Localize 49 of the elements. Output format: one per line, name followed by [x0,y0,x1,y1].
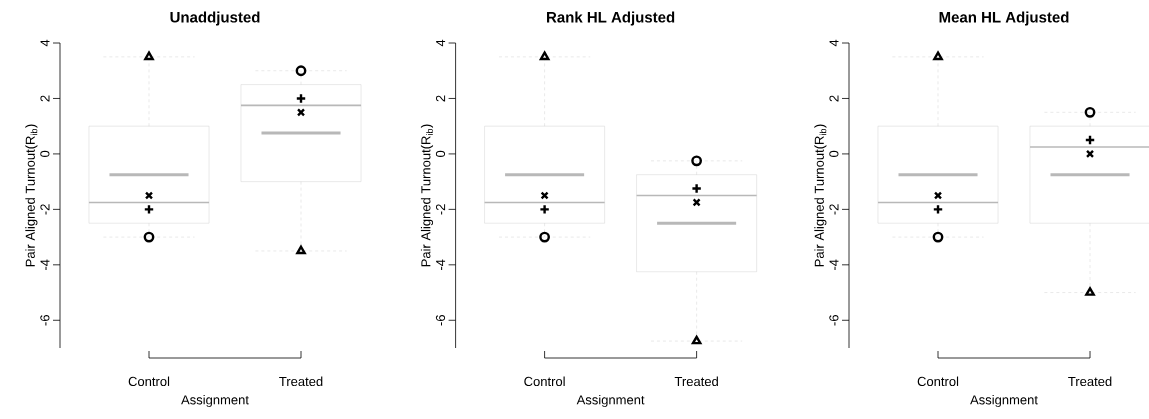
point [143,231,155,243]
y-tick-label: 4 [829,39,839,47]
y-tick-label: 4 [40,39,50,47]
y-axis-title: Pair Aligned Turnout(R$_{ib}$) [420,124,434,267]
point [1084,106,1096,118]
x-tick-label: Treated [1068,376,1112,387]
point [296,108,306,117]
y-tick-label: 0 [40,150,50,158]
y-tick-label: 2 [436,95,446,102]
x-tick-label: Control [128,376,170,387]
y-axis-title: Pair Aligned Turnout(R$_{ib}$) [814,124,827,267]
y-tick-label: -2 [829,204,839,215]
chart-title: Rank HL Adjusted [547,11,675,26]
point [691,335,702,345]
y-tick-label: -4 [829,259,839,271]
x-axis-title: Assignment [970,394,1038,408]
point [1085,287,1095,296]
y-tick-label: -2 [40,204,50,215]
y-tick-label: -2 [436,204,446,215]
chart-title: Mean HL Adjusted [939,11,1069,26]
point [144,51,154,61]
x-axis-title: Assignment [576,394,645,408]
y-tick-label: 4 [436,39,446,47]
y-tick-label: -6 [435,315,446,326]
point [932,231,944,243]
point [539,51,550,61]
point [933,51,943,61]
y-tick-label: -4 [40,259,50,271]
x-tick-label: Treated [279,376,323,387]
point [539,231,550,243]
point [691,155,703,167]
y-axis-title: Pair Aligned Turnout(R$_{ib}$) [25,124,38,267]
point [144,191,154,200]
point [295,65,307,77]
y-tick-label: -6 [829,315,839,326]
point [933,191,943,200]
x-tick-label: Treated [674,376,718,387]
y-tick-label: 2 [829,95,839,102]
y-tick-label: -6 [40,315,50,326]
chart-title: Unaddjusted [170,11,260,26]
y-tick-label: 0 [829,150,839,158]
y-tick-label: 0 [435,150,446,158]
y-tick-label: -4 [436,259,446,271]
y-tick-label: 2 [40,95,50,102]
x-tick-label: Control [524,376,565,387]
point [295,93,307,104]
x-tick-label: Control [917,376,959,387]
x-axis-title: Assignment [181,394,249,408]
point [296,245,306,255]
